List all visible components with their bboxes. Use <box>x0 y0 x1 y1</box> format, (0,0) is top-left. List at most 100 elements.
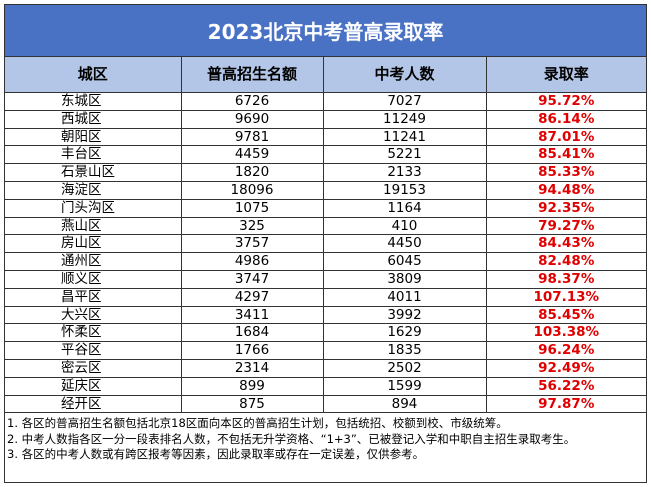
table-row: 经开区 875 894 97.87% <box>5 394 646 414</box>
table-row: 平谷区 1766 1835 96.24% <box>5 341 646 360</box>
rate-cell: 92.49% <box>485 358 646 378</box>
table-cell: 3747 <box>180 269 324 289</box>
rate-cell: 82.48% <box>485 252 646 271</box>
rate-cell: 97.87% <box>485 394 646 414</box>
column-header: 录取率 <box>485 57 646 93</box>
table-cell: 丰台区 <box>5 145 182 165</box>
table-cell: 海淀区 <box>5 180 182 200</box>
rate-cell: 94.48% <box>485 180 646 200</box>
table-cell: 6045 <box>322 252 487 271</box>
table-row: 通州区 4986 6045 82.48% <box>5 252 646 271</box>
table-cell: 4459 <box>180 145 324 165</box>
table: 城区 普高招生名额 中考人数 录取率 东城区 6726 7027 95.72% 西城区 9690… <box>5 57 646 414</box>
table-cell: 通州区 <box>5 252 182 271</box>
rate-cell: 103.38% <box>485 323 646 343</box>
table-row: 顺义区 3747 3809 98.37% <box>5 269 646 289</box>
table-cell: 4450 <box>322 234 487 254</box>
table-row: 房山区 3757 4450 84.43% <box>5 234 646 254</box>
table-cell: 1599 <box>322 376 487 396</box>
table-row: 海淀区 18096 19153 94.48% <box>5 180 646 200</box>
table-cell: 延庆区 <box>5 376 182 396</box>
rate-cell: 98.37% <box>485 269 646 289</box>
table-cell: 1766 <box>180 341 324 360</box>
table-cell: 7027 <box>322 92 487 111</box>
table-cell: 怀柔区 <box>5 323 182 343</box>
table-row: 西城区 9690 11249 86.14% <box>5 109 646 129</box>
table-cell: 1075 <box>180 198 324 218</box>
note: 2. 中考人数指各区一分一段表排名人数，不包括无升学资格、“1+3”、已被登记入… <box>7 431 576 446</box>
table-cell: 2133 <box>322 163 487 182</box>
table-cell: 3757 <box>180 234 324 254</box>
table-cell: 5221 <box>322 145 487 165</box>
rate-cell: 79.27% <box>485 216 646 236</box>
rate-cell: 56.22% <box>485 376 646 396</box>
table-cell: 密云区 <box>5 358 182 378</box>
notes: 1. 各区的普高招生名额包括北京18区面向本区的普高招生计划，包括统招、校额到校… <box>5 413 646 463</box>
table-cell: 房山区 <box>5 234 182 254</box>
table-cell: 18096 <box>180 180 324 200</box>
rate-cell: 85.33% <box>485 163 646 182</box>
table-cell: 门头沟区 <box>5 198 182 218</box>
table-row: 怀柔区 1684 1629 103.38% <box>5 323 646 343</box>
table-cell: 894 <box>322 394 487 414</box>
table-cell: 875 <box>180 394 324 414</box>
table-cell: 11249 <box>322 109 487 129</box>
table-cell: 325 <box>180 216 324 236</box>
table-row: 昌平区 4297 4011 107.13% <box>5 287 646 307</box>
column-header: 普高招生名额 <box>180 57 324 93</box>
rate-cell: 84.43% <box>485 234 646 254</box>
table-cell: 1835 <box>322 341 487 360</box>
column-header: 中考人数 <box>322 57 487 93</box>
rate-cell: 85.45% <box>485 305 646 325</box>
table-row: 大兴区 3411 3992 85.45% <box>5 305 646 325</box>
rate-cell: 92.35% <box>485 198 646 218</box>
table-cell: 11241 <box>322 127 487 147</box>
rate-cell: 86.14% <box>485 109 646 129</box>
table-row: 门头沟区 1075 1164 92.35% <box>5 198 646 218</box>
table-cell: 昌平区 <box>5 287 182 307</box>
column-header: 城区 <box>5 57 182 93</box>
table-cell: 1820 <box>180 163 324 182</box>
table-cell: 9781 <box>180 127 324 147</box>
table-cell: 3809 <box>322 269 487 289</box>
table-cell: 西城区 <box>5 109 182 129</box>
table-cell: 410 <box>322 216 487 236</box>
title: 2023北京中考普高录取率 <box>5 5 646 57</box>
table-cell: 2502 <box>322 358 487 378</box>
table-cell: 19153 <box>322 180 487 200</box>
table-cell: 平谷区 <box>5 341 182 360</box>
table-cell: 6726 <box>180 92 324 111</box>
table-row: 石景山区 1820 2133 85.33% <box>5 163 646 182</box>
table-row: 燕山区 325 410 79.27% <box>5 216 646 236</box>
table-cell: 燕山区 <box>5 216 182 236</box>
table-row: 密云区 2314 2502 92.49% <box>5 358 646 378</box>
rate-cell: 107.13% <box>485 287 646 307</box>
table-cell: 3992 <box>322 305 487 325</box>
table-cell: 9690 <box>180 109 324 129</box>
table-cell: 东城区 <box>5 92 182 111</box>
rate-cell: 95.72% <box>485 92 646 111</box>
rate-cell: 85.41% <box>485 145 646 165</box>
table-cell: 1684 <box>180 323 324 343</box>
table-row: 朝阳区 9781 11241 87.01% <box>5 127 646 147</box>
table-cell: 1629 <box>322 323 487 343</box>
table-row: 丰台区 4459 5221 85.41% <box>5 145 646 165</box>
table-cell: 朝阳区 <box>5 127 182 147</box>
rate-cell: 96.24% <box>485 341 646 360</box>
table-row: 延庆区 899 1599 56.22% <box>5 376 646 396</box>
table-cell: 4986 <box>180 252 324 271</box>
note: 3. 各区的中考人数或有跨区报考等因素，因此录取率或存在一定误差，仅供参考。 <box>7 447 425 462</box>
note: 1. 各区的普高招生名额包括北京18区面向本区的普高招生计划，包括统招、校额到校… <box>7 416 508 431</box>
table-card: 2023北京中考普高录取率 城区 普高招生名额 中考人数 录取率 东城区 6726 702… <box>4 4 647 483</box>
rate-cell: 87.01% <box>485 127 646 147</box>
table-cell: 顺义区 <box>5 269 182 289</box>
table-row: 东城区 6726 7027 95.72% <box>5 92 646 111</box>
table-cell: 石景山区 <box>5 163 182 182</box>
table-cell: 899 <box>180 376 324 396</box>
table-body: 东城区 6726 7027 95.72% 西城区 9690 11249 86.14% 朝阳区 97… <box>5 92 646 414</box>
table-cell: 经开区 <box>5 394 182 414</box>
table-cell: 4297 <box>180 287 324 307</box>
table-cell: 2314 <box>180 358 324 378</box>
table-cell: 3411 <box>180 305 324 325</box>
